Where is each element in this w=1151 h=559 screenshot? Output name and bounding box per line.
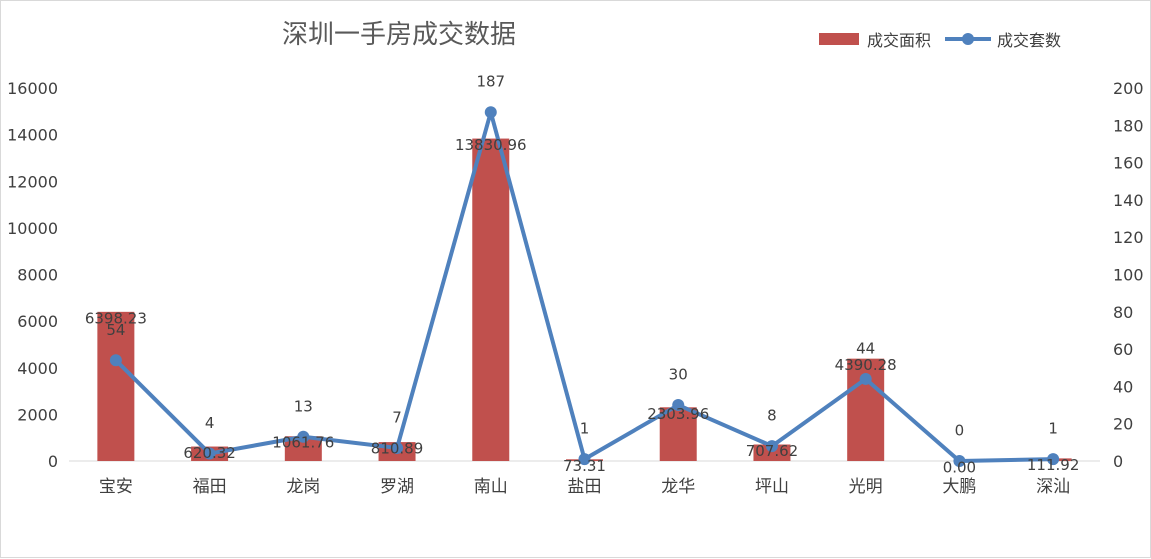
bar-data-label: 13830.96 — [455, 136, 527, 154]
line-data-label: 187 — [476, 73, 505, 91]
bar-data-labels: 6398.23 620.32 1061.76 810.89 13830.96 73.31 2… — [85, 136, 1080, 476]
left-tick-label: 4000 — [17, 359, 58, 378]
right-tick-label: 20 — [1113, 415, 1133, 434]
right-tick-label: 100 — [1113, 266, 1144, 285]
line-data-label: 4 — [205, 414, 215, 432]
right-tick-label: 180 — [1113, 116, 1144, 135]
bar-data-label: 620.32 — [183, 444, 236, 462]
category-label: 大鹏 — [942, 477, 976, 497]
left-tick-label: 8000 — [17, 266, 58, 285]
line-series — [109, 106, 1060, 467]
left-tick-label: 6000 — [17, 312, 58, 331]
category-label: 福田 — [193, 477, 227, 497]
category-label: 光明 — [849, 477, 883, 497]
line-point — [1047, 453, 1060, 466]
line-point — [297, 430, 310, 443]
bar-data-label: 6398.23 — [85, 309, 147, 327]
right-tick-label: 140 — [1113, 191, 1144, 210]
right-tick-label: 160 — [1113, 154, 1144, 173]
bar-data-label: 2303.96 — [647, 405, 709, 423]
category-labels: 宝安 福田 龙岗 罗湖 南山 盐田 龙华 坪山 光明 大鹏 深汕 — [99, 477, 1070, 497]
category-label: 龙岗 — [286, 477, 320, 497]
line-data-label: 7 — [392, 408, 402, 426]
line-path — [114, 110, 1054, 463]
right-tick-label: 200 — [1113, 79, 1144, 98]
right-tick-label: 0 — [1113, 452, 1123, 471]
left-tick-label: 10000 — [7, 219, 58, 238]
right-tick-label: 80 — [1113, 303, 1133, 322]
line-point — [578, 453, 591, 466]
bar-data-label: 111.92 — [1027, 456, 1080, 474]
line-point — [672, 399, 685, 412]
legend-swatch-area — [819, 33, 859, 45]
line-data-label: 30 — [669, 366, 688, 384]
left-tick-label: 2000 — [17, 405, 58, 424]
category-label: 坪山 — [755, 477, 789, 497]
line-point — [203, 447, 216, 460]
chart-title: 深圳一手房成交数据 — [282, 20, 516, 50]
line-point — [484, 106, 497, 119]
left-tick-label: 0 — [48, 452, 58, 471]
bar-data-label: 4390.28 — [835, 356, 897, 374]
category-label: 龙华 — [661, 477, 695, 497]
line-data-label: 44 — [856, 339, 875, 357]
bar — [472, 138, 510, 462]
right-tick-label: 120 — [1113, 228, 1144, 247]
line-data-label: 1 — [1048, 420, 1058, 438]
line-point — [859, 372, 872, 385]
left-axis-ticks: 0 2000 4000 6000 8000 10000 12000 14000 16000 — [7, 79, 58, 471]
line-data-label: 13 — [294, 397, 313, 415]
line-data-label: 1 — [580, 420, 590, 438]
legend-label-area: 成交面积 — [867, 31, 931, 50]
left-tick-label: 12000 — [7, 172, 58, 191]
bar-data-label: 707.62 — [746, 442, 799, 460]
line-point — [765, 440, 778, 453]
category-label: 南山 — [474, 477, 508, 497]
bar — [97, 311, 135, 461]
left-tick-label: 14000 — [7, 126, 58, 145]
line-data-label: 0 — [955, 422, 965, 440]
right-tick-label: 60 — [1113, 340, 1133, 359]
legend: 成交面积 成交套数 — [819, 31, 1061, 50]
legend-label-count: 成交套数 — [997, 31, 1061, 50]
line-data-label: 8 — [767, 407, 777, 425]
left-tick-label: 16000 — [7, 79, 58, 98]
bar-data-label: 73.31 — [563, 457, 606, 475]
bar — [753, 444, 791, 461]
category-label: 深汕 — [1036, 477, 1070, 497]
line-point — [391, 441, 404, 454]
category-label: 罗湖 — [380, 477, 414, 497]
bar-series — [97, 138, 1072, 462]
right-tick-label: 40 — [1113, 377, 1133, 396]
bar-data-label: 810.89 — [371, 440, 424, 458]
bar-data-label: 1061.76 — [272, 434, 334, 452]
legend-swatch-count-marker — [962, 33, 974, 45]
category-label: 宝安 — [99, 477, 133, 497]
bar — [659, 407, 697, 461]
line-data-labels: 54 4 13 7 187 1 30 8 44 0 1 — [106, 73, 1058, 440]
category-label: 盐田 — [568, 477, 602, 497]
line-data-label: 54 — [106, 321, 125, 339]
line-point — [953, 455, 966, 467]
bar-data-label: 0.00 — [943, 459, 976, 477]
line-point — [109, 354, 122, 367]
right-axis-ticks: 0 20 40 60 80 100 120 140 160 180 200 — [1113, 79, 1144, 471]
